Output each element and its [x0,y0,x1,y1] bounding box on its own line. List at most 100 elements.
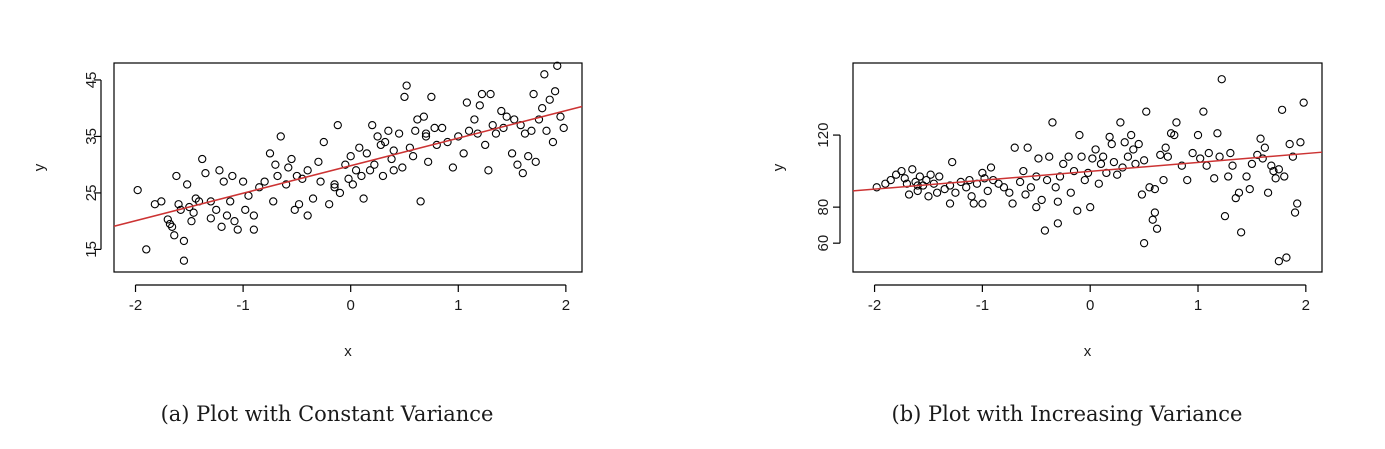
regression-line [852,151,1323,192]
plot-constant-variance: -2 -1 0 1 2 15 25 35 45 x y (a) Plot with Constant … [31,61,583,426]
scatter-point [462,98,472,107]
scatter-point [1005,188,1014,197]
scatter-point [1290,208,1300,217]
scatter-point [284,163,293,172]
figure-caption: (b) Plot with Increasing Variance [892,402,1243,426]
scatter-point [271,160,280,169]
scatter-point [1051,183,1060,192]
scatter-point [1193,130,1203,140]
scatter-point [1105,132,1114,142]
scatter-point [1131,159,1140,169]
scatter-point [926,170,935,179]
scatter-point [348,180,357,189]
scatter-point [553,61,562,70]
scatter-point [1059,159,1068,169]
scatter-point [330,180,339,189]
scatter-point [416,197,425,206]
scatter-point [1073,206,1082,215]
scatter-point [1277,105,1287,114]
scatter-point [325,200,334,209]
scatter-point [1271,174,1280,183]
scatter-point [330,183,339,192]
scatter-point [488,120,497,130]
scatter-point [1215,152,1224,161]
scatter-point [1183,175,1192,185]
scatter-point [1236,228,1246,237]
scatter-point [1245,184,1254,194]
plot-frame [852,62,1323,273]
scatter-point [559,123,568,133]
scatter-point [402,81,411,90]
scatter-point [491,129,501,138]
scatter-point [951,188,960,197]
scatter-point [1021,190,1030,199]
scatter-point [1267,161,1276,170]
scatter-point [215,166,224,175]
scatter-point [913,186,922,196]
scatter-point [1172,118,1181,127]
scatter-point [314,157,323,167]
scatter-point [1299,98,1308,107]
scatter-point [1228,161,1237,170]
scatter-point [405,143,415,152]
scatter-point [170,231,179,240]
scatter-point [230,217,239,226]
scatter-point [233,225,242,234]
scatter-point [507,149,517,158]
scatter-point [1263,188,1273,197]
y-tick-label: 120 [815,123,832,148]
scatter-point [1242,172,1251,181]
scatter-point [1064,152,1073,161]
scatter-point [1116,118,1125,127]
scatter-point [538,104,547,113]
scatter-point [1202,161,1211,170]
scatter-point [179,236,189,246]
scatter-point [378,171,388,181]
scatter-point [357,171,366,181]
scatter-point [1177,161,1186,170]
scatter-point [398,163,407,172]
scatter-point [1127,130,1136,140]
scatter-point [904,190,914,199]
plot-increasing-variance: -2 -1 0 1 2 60 80 120 x y (b) Plot with Increasing… [770,62,1323,426]
scatter-point [497,106,506,116]
scatter-point [1210,174,1219,183]
y-axis-label: y [31,163,48,171]
scatter-point [411,126,420,135]
scatter-point [351,166,361,175]
scatter-point [1199,107,1208,116]
x-tick-label: 0 [347,297,355,314]
scatter-point [1026,183,1036,192]
scatter-point [1037,195,1046,205]
scatter-point [1066,188,1075,197]
scatter-point [935,172,944,181]
scatter-point [1083,168,1093,178]
scatter-point [999,183,1009,192]
scatter-point [484,166,493,175]
scatter-point [1170,130,1179,140]
scatter-point [335,188,345,198]
scatter-point [932,188,942,197]
scatter-point [978,168,987,178]
scatter-point [206,214,215,223]
scatter-point [886,175,895,185]
scatter-point [368,120,377,130]
scatter-point [290,205,299,215]
scatter-point [513,160,522,169]
x-tick-label: 0 [1086,297,1094,314]
scatter-point [872,183,881,192]
scatter-point [1129,145,1138,154]
scatter-point [172,171,181,181]
scatter-point [470,115,479,124]
scatter-point [897,166,906,176]
scatter-point [346,152,355,161]
scatter-point [527,126,536,135]
scatter-point [185,202,194,212]
scatter-point [969,199,978,208]
scatter-point [1069,166,1079,176]
scatter-point [1019,166,1028,176]
scatter-point [908,165,917,174]
scatter-point [1053,197,1063,206]
scatter-point [142,245,151,254]
